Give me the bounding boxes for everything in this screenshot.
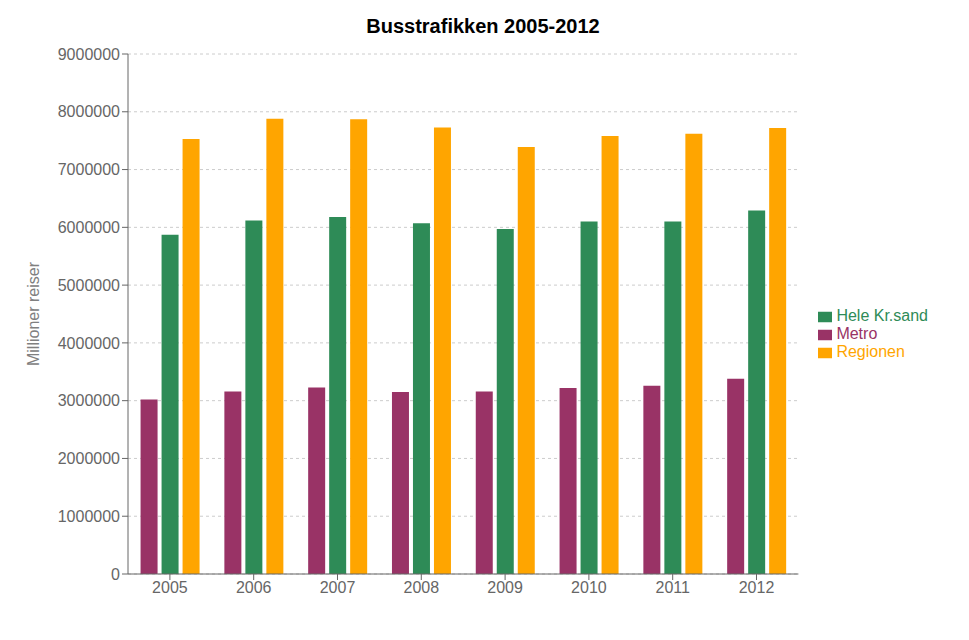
svg-text:1000000: 1000000	[58, 508, 120, 525]
svg-text:2000000: 2000000	[58, 450, 120, 467]
html-text:Metro: Metro	[836, 325, 878, 342]
svg-text:9000000: 9000000	[58, 46, 120, 63]
svg-text:0: 0	[111, 566, 120, 583]
svg-text:2012: 2012	[739, 579, 775, 596]
html-text:Busstrafikken 2005-2012: Busstrafikken 2005-2012	[366, 15, 600, 37]
svg-text:2005: 2005	[152, 579, 188, 596]
svg-text:2010: 2010	[571, 579, 607, 596]
svg-text:2011: 2011	[655, 579, 690, 596]
svg-text:2007: 2007	[320, 579, 356, 596]
svg-text:3000000: 3000000	[58, 392, 120, 409]
svg-text:2008: 2008	[403, 579, 439, 596]
html-text:Hele Kr.sand: Hele Kr.sand	[836, 307, 928, 324]
svg-text:7000000: 7000000	[58, 161, 120, 178]
svg-text:5000000: 5000000	[58, 277, 120, 294]
svg-text:2009: 2009	[487, 579, 523, 596]
svg-text:2006: 2006	[236, 579, 272, 596]
svg-text:Millioner reiser: Millioner reiser	[25, 261, 42, 366]
html-text:Regionen: Regionen	[836, 343, 905, 360]
svg-text:6000000: 6000000	[58, 219, 120, 236]
svg-text:8000000: 8000000	[58, 103, 120, 120]
svg-text:4000000: 4000000	[58, 335, 120, 352]
